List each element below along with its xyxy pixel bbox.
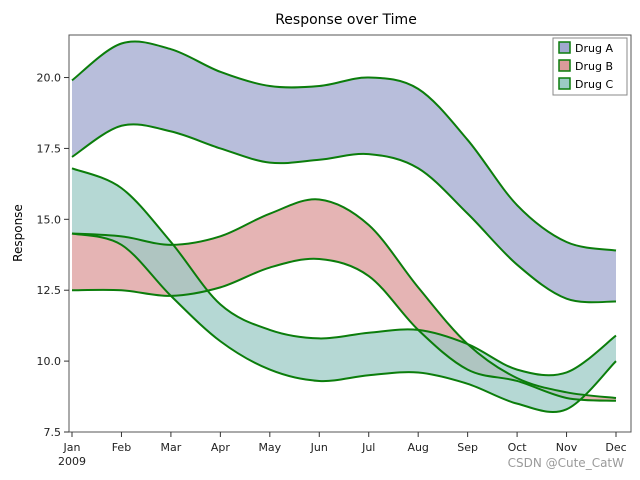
legend-label-drug-c: Drug C (575, 78, 613, 91)
x-tick-label: Oct (508, 441, 528, 454)
x-axis: Jan Feb Mar Apr May Jun Jul Aug Sep Oct Nov Dec 2009 (58, 432, 627, 468)
legend-label-drug-a: Drug A (575, 42, 613, 55)
drug-c-upper-line (71, 167, 617, 377)
legend-swatch-drug-a (558, 41, 571, 54)
x-tick-label: Jun (310, 441, 328, 454)
x-year-label: 2009 (58, 455, 86, 468)
drug-a-lower-line (71, 123, 617, 304)
x-tick-label: Dec (605, 441, 626, 454)
drug-b-lower-line (71, 257, 617, 402)
legend-label-drug-b: Drug B (575, 60, 613, 73)
y-axis-label: Response (11, 204, 25, 262)
legend-swatch-drug-b (558, 59, 571, 72)
x-tick-label: Jan (63, 441, 81, 454)
drug-a-upper-line (71, 40, 617, 252)
legend-swatch-drug-c (558, 77, 571, 90)
x-tick-label: Aug (407, 441, 428, 454)
band-lines-layer (71, 40, 617, 414)
x-tick-label: Sep (457, 441, 478, 454)
y-axis: 7.5 10.0 12.5 15.0 17.5 20.0 (37, 72, 69, 439)
x-tick-label: Jul (361, 441, 375, 454)
y-tick-label: 20.0 (37, 72, 62, 85)
y-tick-label: 12.5 (37, 284, 62, 297)
watermark-text: CSDN @Cute_CatW (508, 456, 625, 470)
plot-frame (68, 34, 632, 433)
drug-a-band (72, 41, 616, 303)
chart-title: Response over Time (275, 12, 417, 28)
legend: Drug A Drug B Drug C (552, 37, 628, 96)
y-tick-label: 17.5 (37, 142, 62, 155)
y-tick-label: 10.0 (37, 355, 62, 368)
y-tick-label: 15.0 (37, 213, 62, 226)
drug-c-lower-line (71, 232, 617, 414)
x-tick-label: Apr (211, 441, 231, 454)
x-tick-label: Nov (556, 441, 578, 454)
drug-b-upper-line (71, 198, 617, 399)
x-tick-label: May (258, 441, 281, 454)
x-tick-label: Mar (161, 441, 182, 454)
drug-b-band (72, 199, 616, 401)
x-tick-label: Feb (112, 441, 131, 454)
y-tick-label: 7.5 (44, 426, 62, 439)
